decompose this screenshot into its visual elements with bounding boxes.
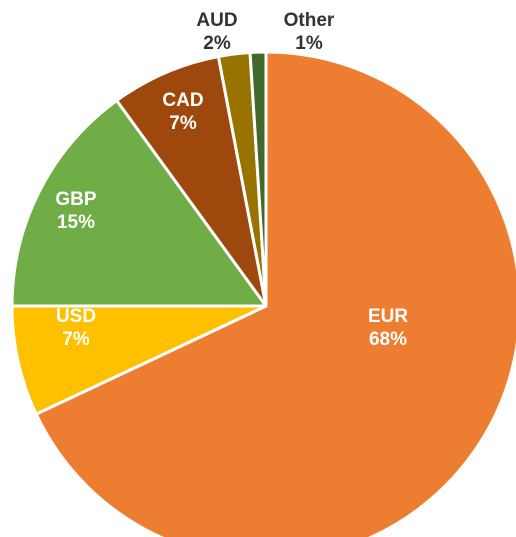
slice-category-gbp: GBP <box>55 189 97 210</box>
slice-label-gbp: GBP 15% <box>55 189 97 233</box>
slice-value-aud: 2% <box>203 33 231 54</box>
slice-value-other: 1% <box>295 33 323 54</box>
pie-slice-cad <box>115 55 268 308</box>
slice-category-usd: USD <box>56 306 96 327</box>
slice-value-eur: 68% <box>369 329 407 350</box>
pie-slice-gbp <box>10 99 268 308</box>
slice-value-gbp: 15% <box>57 212 95 233</box>
slice-label-aud: AUD 2% <box>196 10 237 54</box>
slice-category-other: Other <box>284 10 335 31</box>
slice-label-usd: USD 7% <box>56 306 96 350</box>
slice-value-usd: 7% <box>62 329 90 350</box>
slice-label-cad: CAD 7% <box>162 90 203 134</box>
pie-slices <box>10 50 516 537</box>
slice-label-other: Other 1% <box>284 10 335 54</box>
slice-category-cad: CAD <box>162 90 203 111</box>
slice-category-aud: AUD <box>196 10 237 31</box>
pie-slice-eur <box>34 50 516 537</box>
pie-slice-usd <box>10 304 268 416</box>
pie-labels: EUR 68%USD 7%GBP 15%CAD 7%AUD 2%Other 1% <box>55 10 408 350</box>
pie-slice-other <box>248 50 268 308</box>
slice-value-cad: 7% <box>169 113 197 134</box>
slice-category-eur: EUR <box>368 306 408 327</box>
slice-label-eur: EUR 68% <box>368 306 408 350</box>
